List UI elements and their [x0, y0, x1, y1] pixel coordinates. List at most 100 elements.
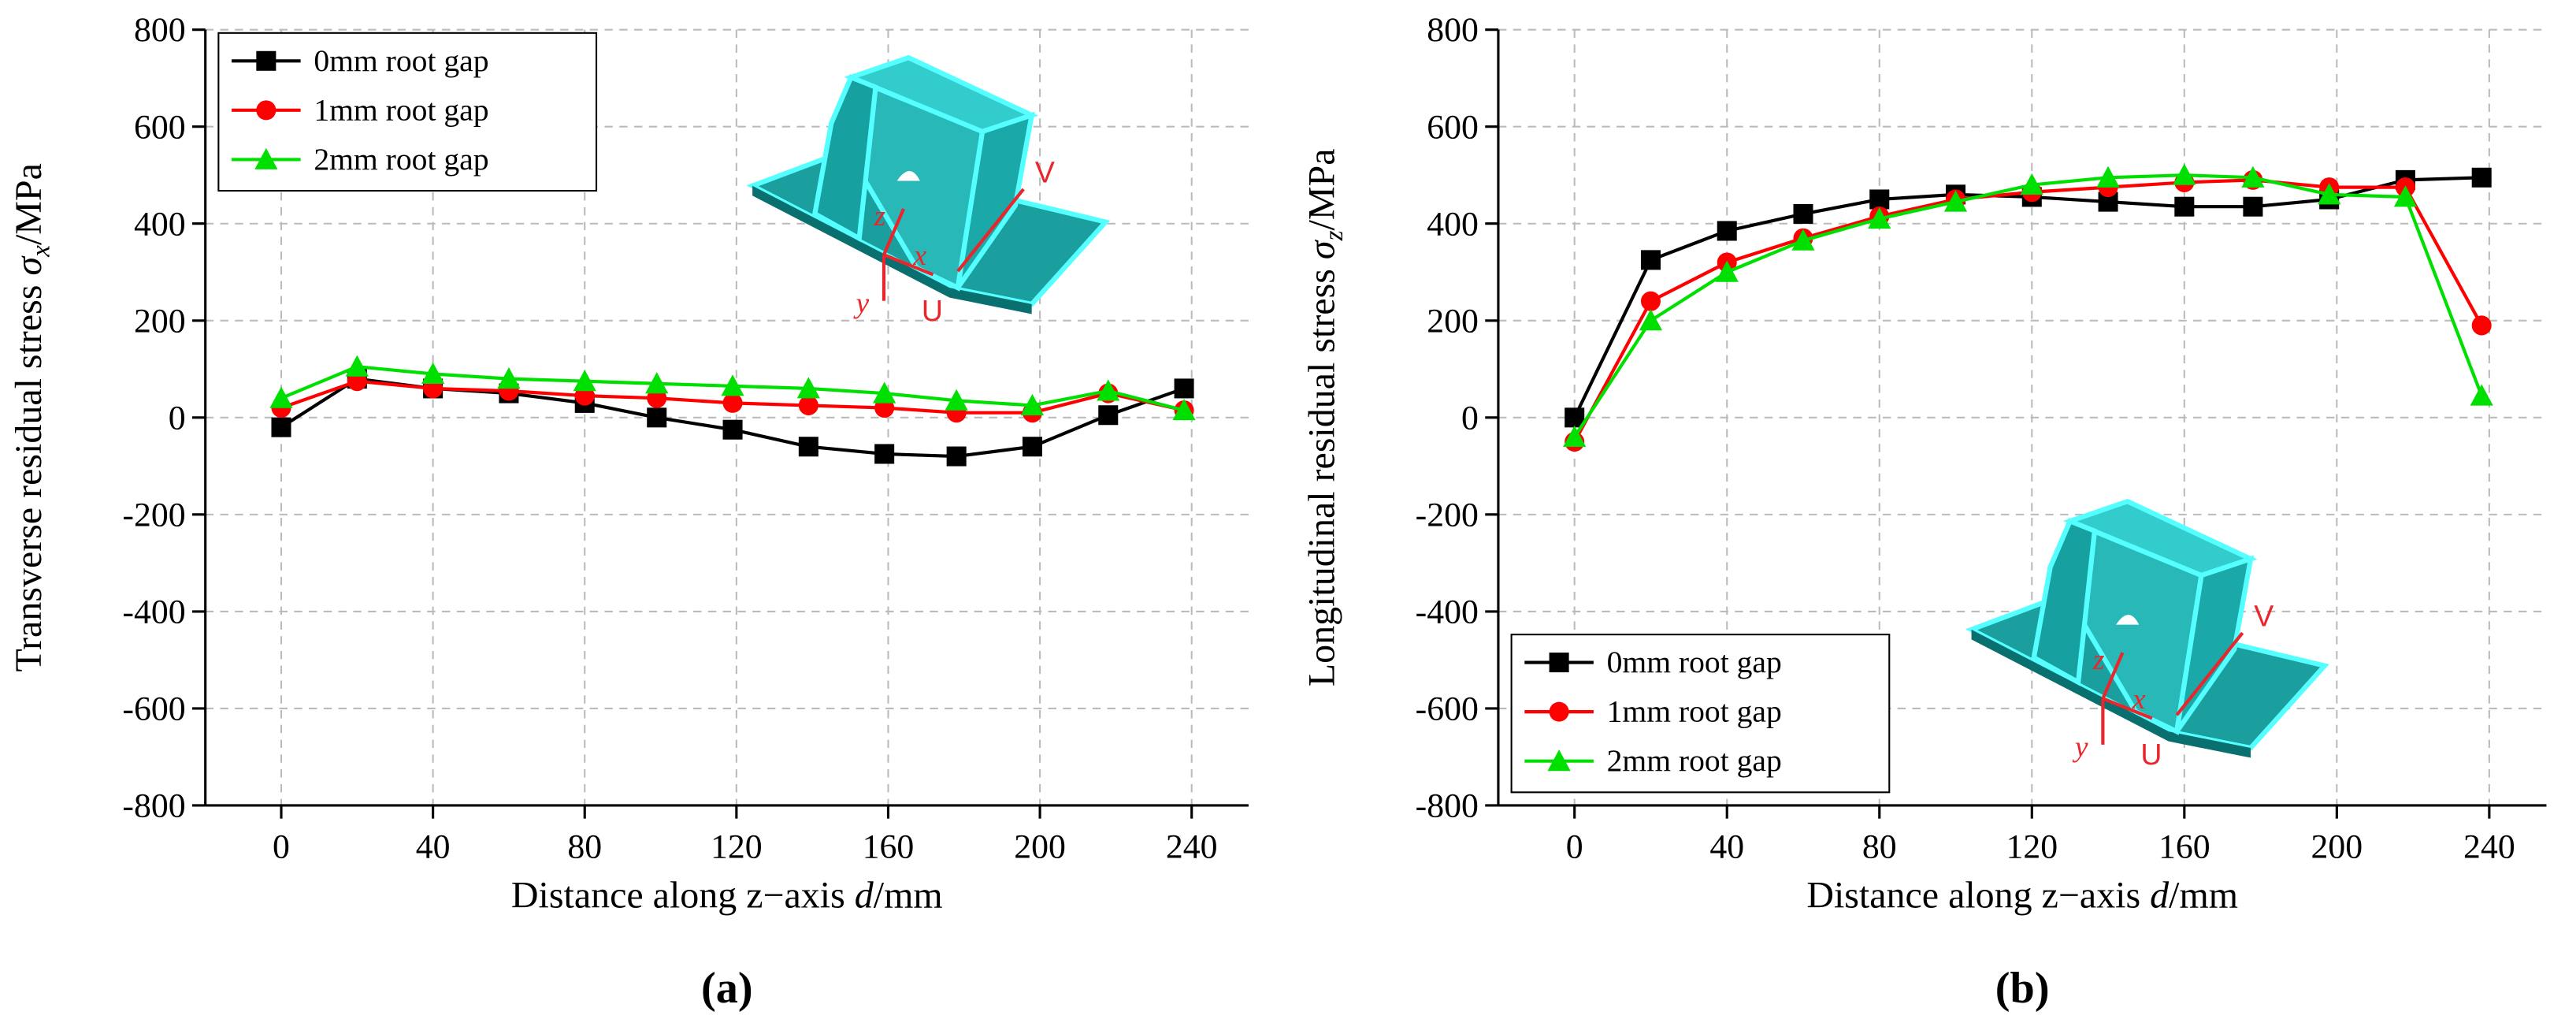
hole [2116, 615, 2140, 625]
marker [1793, 203, 1813, 224]
x-axis-label: Distance along z−axis d/mm [1806, 874, 2238, 916]
x-tick-label: 80 [1862, 828, 1897, 866]
x-label-unit: /mm [874, 874, 943, 916]
legend-label: 0mm root gap [1607, 645, 1782, 679]
marker [1869, 189, 1890, 210]
y-label-sub: x [27, 245, 56, 258]
inset-model: V Uzx y [1965, 498, 2329, 771]
x-tick-label: 120 [711, 828, 763, 866]
panel-label: (b) [1995, 964, 2050, 1013]
x-label-text: Distance along z−axis [1806, 874, 2150, 916]
series-line [1572, 173, 2484, 438]
channel-right [955, 111, 1035, 289]
marker [721, 374, 744, 396]
marker [1022, 437, 1042, 457]
marker [2241, 166, 2265, 188]
marker [1640, 291, 1661, 311]
y-tick-label: 0 [1461, 399, 1479, 437]
panel-label: (a) [701, 964, 753, 1013]
marker [573, 370, 596, 392]
inset-label: y [853, 287, 870, 319]
y-tick-label: -400 [1416, 593, 1479, 631]
marker [1098, 405, 1119, 426]
y-tick-label: 200 [1427, 302, 1479, 340]
y-tick-label: 400 [134, 205, 186, 243]
y-label-symbol: σ [1301, 239, 1342, 259]
inset-label: U [2140, 738, 2162, 771]
marker [796, 377, 820, 399]
legend-label: 1mm root gap [314, 92, 488, 127]
inset-label: z [873, 200, 885, 232]
hole [896, 171, 920, 181]
weld-line [2175, 631, 2244, 716]
marker [2471, 167, 2492, 188]
x-tick-label: 240 [1166, 828, 1218, 866]
inset-label: U [922, 294, 943, 327]
marker [1639, 309, 1663, 331]
weld-line [956, 188, 1025, 273]
y-tick-label: -600 [1416, 690, 1479, 728]
y-tick-label: -800 [122, 787, 185, 825]
marker [1717, 221, 1737, 241]
channel-left [2031, 518, 2098, 686]
marker [1715, 260, 1739, 282]
axis-x [2102, 697, 2153, 720]
marker [1097, 379, 1120, 401]
x-tick-label: 160 [863, 828, 915, 866]
axis-z [882, 208, 905, 256]
x-label-text: Distance along z−axis [511, 874, 855, 916]
marker [1943, 190, 1968, 212]
channel-right [2174, 555, 2255, 733]
marker [254, 147, 278, 169]
marker [722, 392, 743, 413]
y-label-unit: /MPa [1301, 149, 1342, 231]
x-tick-label: 200 [1014, 828, 1066, 866]
x-tick-label: 0 [1566, 828, 1583, 866]
y-label-unit: /MPa [8, 163, 50, 245]
legend-label: 0mm root gap [314, 43, 488, 78]
x-label-unit: /mm [2169, 874, 2238, 916]
marker [945, 389, 968, 411]
x-tick-label: 160 [2158, 828, 2210, 866]
marker [421, 362, 445, 384]
inset-label: V [1035, 156, 1055, 189]
y-tick-label: -200 [1416, 496, 1479, 534]
y-tick-label: 600 [1427, 108, 1479, 146]
inset-label: V [2254, 600, 2273, 633]
base-front [1971, 629, 2251, 758]
x-label-symbol: d [2150, 874, 2170, 916]
y-tick-label: -800 [1416, 787, 1479, 825]
axis-z [2101, 652, 2125, 700]
marker [798, 395, 818, 415]
channel-left [811, 74, 878, 243]
marker [1549, 653, 1569, 673]
marker [1563, 425, 1587, 447]
inset-label: x [2132, 683, 2146, 716]
series-line [1572, 178, 2484, 443]
x-tick-label: 240 [2463, 828, 2515, 866]
marker [798, 437, 818, 457]
x-tick-label: 40 [416, 828, 451, 866]
y-tick-label: 800 [134, 11, 186, 49]
x-tick-label: 40 [1709, 828, 1744, 866]
y-tick-label: -200 [122, 496, 185, 534]
base-front [752, 185, 1032, 314]
marker [1868, 206, 1891, 229]
chart-panel: 0 40 80 120 160 200 240 -800 -600 -400 -200 0 200 400… [8, 11, 1249, 1013]
marker [2173, 163, 2196, 185]
marker [2243, 196, 2263, 217]
marker [722, 419, 743, 440]
x-label-symbol: d [855, 874, 874, 916]
legend-label: 2mm root gap [1607, 743, 1782, 778]
x-axis-label: Distance along z−axis d/mm [511, 874, 943, 916]
marker [1547, 749, 1571, 772]
y-tick-label: 200 [134, 302, 186, 340]
marker [269, 386, 293, 408]
marker [1549, 701, 1569, 722]
y-tick-label: 0 [169, 399, 186, 437]
marker [647, 407, 667, 428]
inset-label: x [913, 240, 927, 272]
marker [256, 100, 277, 121]
marker [2174, 196, 2195, 217]
